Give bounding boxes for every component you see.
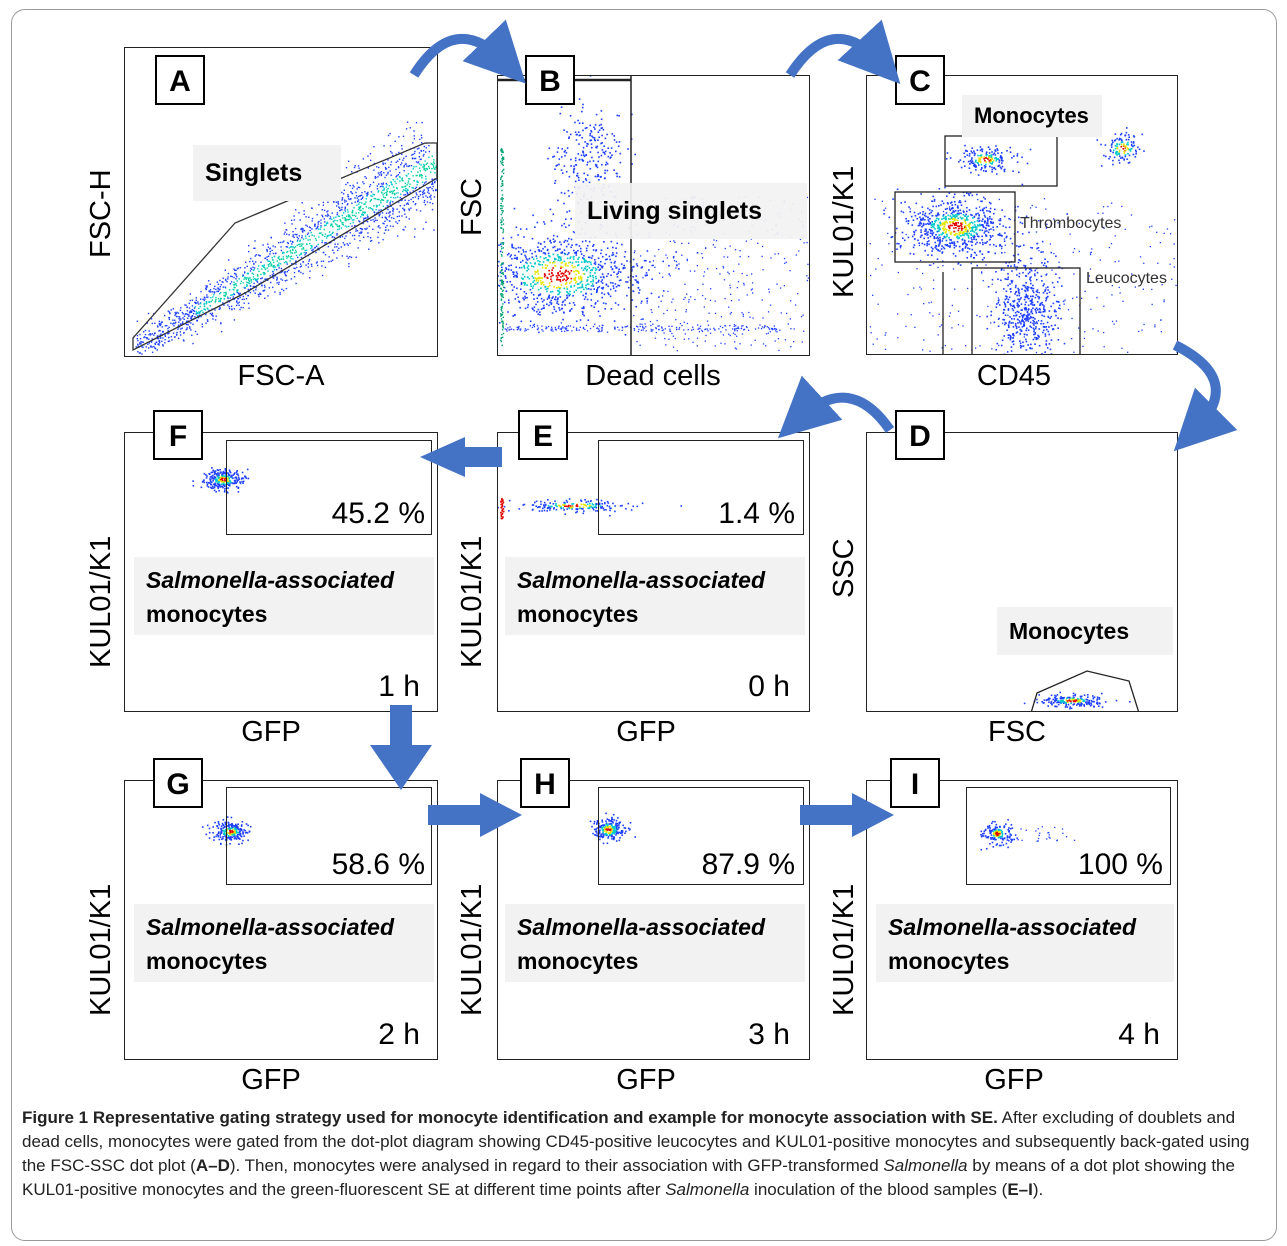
caption-salmonella-1: Salmonella bbox=[883, 1156, 968, 1175]
caption-p4: inoculation of the blood samples ( bbox=[749, 1180, 1008, 1199]
time-g: 2 h bbox=[378, 1018, 420, 1051]
plot-d-xlabel: FSC bbox=[988, 716, 1046, 748]
assoc-italic-i: Salmonella-associated bbox=[888, 914, 1136, 940]
plot-i-dots bbox=[980, 819, 1076, 851]
panel-label-g: G bbox=[153, 758, 203, 808]
plot-e-dots bbox=[498, 498, 683, 520]
panel-label-i: I bbox=[890, 758, 940, 808]
assoc-label-e: Salmonella-associated monocytes bbox=[505, 557, 805, 635]
assoc-plain-h: monocytes bbox=[517, 948, 639, 974]
plot-a bbox=[124, 47, 438, 357]
plot-g-dots bbox=[201, 816, 252, 846]
assoc-plain-f: monocytes bbox=[146, 601, 268, 627]
caption-salmonella-2: Salmonella bbox=[665, 1180, 750, 1199]
plot-i-xlabel: GFP bbox=[984, 1064, 1044, 1096]
plot-f-xlabel: GFP bbox=[241, 716, 301, 748]
figure-frame bbox=[11, 9, 1277, 1241]
assoc-label-h: Salmonella-associated monocytes bbox=[505, 904, 805, 982]
plot-b-xlabel: Dead cells bbox=[585, 360, 721, 392]
plot-h-ylabel: KUL01/K1 bbox=[456, 883, 488, 1016]
panel-label-b: B bbox=[525, 55, 575, 105]
plot-i-ylabel: KUL01/K1 bbox=[828, 883, 860, 1016]
assoc-plain-g: monocytes bbox=[146, 948, 268, 974]
monocytes-gate-label-d: Monocytes bbox=[997, 607, 1173, 655]
plot-h-dots bbox=[589, 812, 636, 845]
assoc-plain-e: monocytes bbox=[517, 601, 639, 627]
panel-label-a: A bbox=[155, 55, 205, 105]
assoc-label-g: Salmonella-associated monocytes bbox=[134, 904, 434, 982]
caption-p3: by means of a dot plot showing the KUL01… bbox=[22, 1156, 1235, 1199]
figure-caption: Figure 1 Representative gating strategy … bbox=[22, 1106, 1267, 1202]
plot-g-xlabel: GFP bbox=[241, 1064, 301, 1096]
percent-h: 87.9 % bbox=[701, 848, 795, 881]
panel-label-c: C bbox=[895, 55, 945, 105]
time-h: 3 h bbox=[748, 1018, 790, 1051]
plot-e-xlabel: GFP bbox=[616, 716, 676, 748]
thrombocytes-label: Thrombocytes bbox=[1020, 215, 1122, 232]
plot-f-dots bbox=[192, 467, 250, 494]
assoc-label-f: Salmonella-associated monocytes bbox=[134, 557, 434, 635]
living-singlets-gate-label: Living singlets bbox=[575, 183, 807, 239]
assoc-italic-h: Salmonella-associated bbox=[517, 914, 765, 940]
caption-p5: ). bbox=[1032, 1180, 1044, 1199]
plot-h-xlabel: GFP bbox=[616, 1064, 676, 1096]
plot-d-ylabel: SSC bbox=[828, 538, 860, 598]
leucocytes-label: Leucocytes bbox=[1086, 270, 1167, 287]
percent-i: 100 % bbox=[1077, 848, 1163, 881]
plot-a-xlabel: FSC-A bbox=[237, 360, 325, 392]
percent-g: 58.6 % bbox=[331, 848, 425, 881]
assoc-italic-f: Salmonella-associated bbox=[146, 567, 394, 593]
assoc-plain-i: monocytes bbox=[888, 948, 1010, 974]
monocytes-gate-label-c: Monocytes bbox=[962, 95, 1102, 137]
plot-g-ylabel: KUL01/K1 bbox=[85, 883, 117, 1016]
assoc-italic-e: Salmonella-associated bbox=[517, 567, 765, 593]
caption-p1: After excluding of doublets and dead cel… bbox=[22, 1108, 1250, 1175]
plot-d bbox=[866, 432, 1178, 712]
gate-f bbox=[226, 440, 432, 535]
caption-title: Figure 1 Representative gating strategy … bbox=[22, 1108, 998, 1127]
time-e: 0 h bbox=[748, 670, 790, 703]
time-f: 1 h bbox=[378, 670, 420, 703]
plot-f-ylabel: KUL01/K1 bbox=[85, 535, 117, 668]
percent-e: 1.4 % bbox=[718, 497, 795, 530]
plot-a-dots bbox=[132, 121, 437, 355]
percent-f: 45.2 % bbox=[331, 497, 425, 530]
assoc-italic-g: Salmonella-associated bbox=[146, 914, 394, 940]
plot-c-ylabel: KUL01/K1 bbox=[828, 165, 860, 298]
panel-label-e: E bbox=[518, 410, 568, 460]
gate-i bbox=[966, 787, 1171, 885]
plot-c-xlabel: CD45 bbox=[976, 360, 1052, 392]
plot-a-ylabel: FSC-H bbox=[85, 169, 117, 258]
caption-p2: ). Then, monocytes were analysed in rega… bbox=[229, 1156, 884, 1175]
gate-e bbox=[598, 440, 804, 535]
caption-ref-ad: A–D bbox=[195, 1156, 230, 1175]
plot-c-dots bbox=[869, 127, 1177, 354]
panel-label-d: D bbox=[895, 410, 945, 460]
time-i: 4 h bbox=[1118, 1018, 1160, 1051]
plot-d-dots bbox=[1023, 670, 1140, 711]
plot-e-ylabel: KUL01/K1 bbox=[456, 535, 488, 668]
panel-label-f: F bbox=[153, 410, 203, 460]
plot-b-ylabel: FSC bbox=[456, 178, 488, 236]
caption-ref-ei: E–I bbox=[1007, 1180, 1033, 1199]
panel-label-h: H bbox=[520, 758, 570, 808]
singlets-gate-label: Singlets bbox=[193, 145, 341, 201]
assoc-label-i: Salmonella-associated monocytes bbox=[876, 904, 1174, 982]
